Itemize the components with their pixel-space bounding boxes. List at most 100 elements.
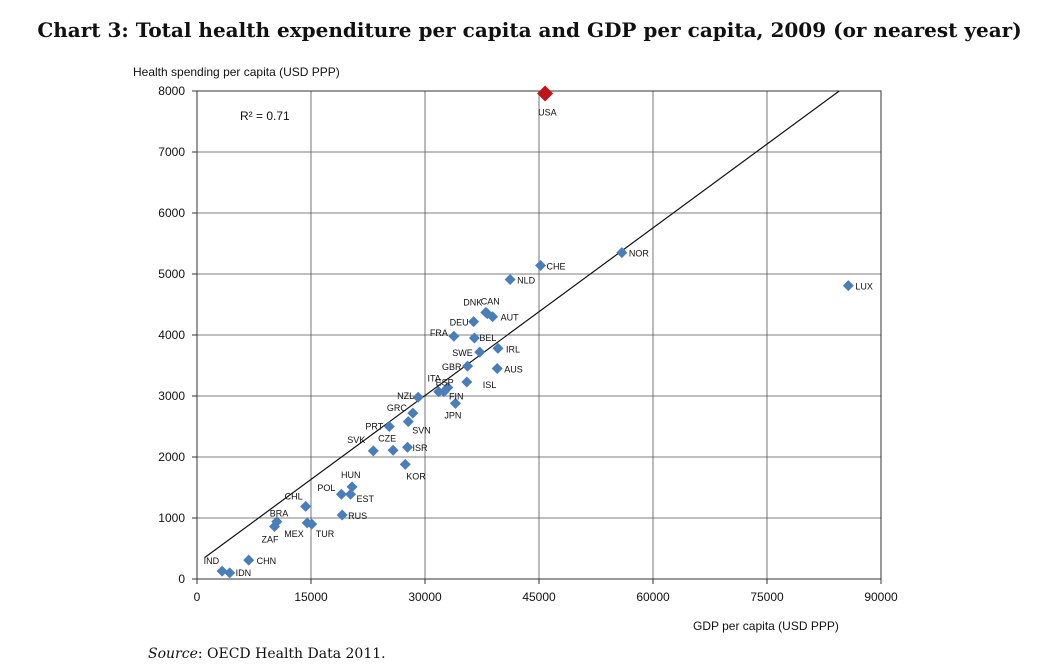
data-point-chl — [300, 500, 312, 512]
data-point-esp — [433, 386, 445, 398]
data-point-nld — [504, 273, 516, 285]
data-point-lux — [842, 280, 854, 292]
data-point-cze — [387, 444, 399, 456]
point-label-rus: RUS — [348, 511, 367, 521]
x-tick-label: 15000 — [294, 590, 328, 604]
source-text: : OECD Health Data 2011. — [197, 646, 386, 662]
point-label-ind: IND — [204, 556, 220, 566]
data-points — [216, 85, 854, 579]
data-point-fra — [448, 330, 460, 342]
point-label-irl: IRL — [506, 344, 520, 354]
point-label-esp: ESP — [436, 378, 454, 388]
data-point-hun — [346, 481, 358, 493]
data-point-che — [535, 259, 547, 271]
point-label-chn: CHN — [257, 556, 277, 566]
y-tick-label: 0 — [178, 572, 185, 586]
data-point-chn — [243, 554, 255, 566]
point-label-che: CHE — [547, 261, 566, 271]
data-point-kor — [399, 458, 411, 470]
point-label-fra: FRA — [430, 328, 448, 338]
point-label-usa: USA — [538, 107, 557, 117]
point-label-can: CAN — [481, 296, 500, 306]
point-label-nor: NOR — [629, 249, 650, 259]
source-label: Source — [148, 646, 198, 662]
point-label-bra: BRA — [270, 509, 289, 519]
point-label-aus: AUS — [504, 365, 523, 375]
data-point-isl — [461, 376, 473, 388]
data-point-swe — [474, 346, 486, 358]
point-label-swe: SWE — [452, 348, 473, 358]
source-note: Source: OECD Health Data 2011. — [148, 646, 386, 662]
point-label-nzl: NZL — [397, 391, 414, 401]
gridlines — [196, 90, 882, 580]
x-tick-label: 45000 — [522, 590, 556, 604]
point-label-tur: TUR — [316, 529, 335, 539]
data-point-idn — [224, 567, 236, 579]
point-label-prt: PRT — [365, 422, 383, 432]
plot-area-frame — [196, 90, 882, 580]
y-tick-label: 7000 — [158, 145, 185, 159]
data-point-nzl — [412, 391, 424, 403]
data-point-svn — [402, 416, 414, 428]
point-label-svn: SVN — [412, 426, 431, 436]
point-label-zaf: ZAF — [262, 535, 280, 545]
point-label-gbr: GBR — [442, 362, 462, 372]
x-tick-label: 75000 — [750, 590, 784, 604]
data-point-rus — [336, 509, 348, 521]
point-label-dnk: DNK — [463, 298, 482, 308]
x-axis-label: GDP per capita (USD PPP) — [693, 619, 839, 633]
data-point-deu — [468, 316, 480, 328]
point-label-idn: IDN — [236, 568, 252, 578]
point-label-deu: DEU — [450, 318, 469, 328]
data-point-aus — [491, 363, 503, 375]
y-tick-label: 3000 — [158, 389, 185, 403]
point-label-isl: ISL — [483, 380, 497, 390]
point-label-pol: POL — [317, 483, 335, 493]
x-tick-label: 60000 — [636, 590, 670, 604]
y-tick-label: 8000 — [158, 84, 185, 98]
data-point-svk — [367, 445, 379, 457]
data-point-grc — [407, 407, 419, 419]
point-label-cze: CZE — [378, 433, 396, 443]
y-tick-label: 4000 — [158, 328, 185, 342]
point-label-fin: FIN — [449, 392, 464, 402]
y-tick-label: 1000 — [158, 511, 185, 525]
point-label-aut: AUT — [501, 313, 520, 323]
x-tick-label: 30000 — [408, 590, 442, 604]
data-point-pol — [335, 488, 347, 500]
x-axis-ticks: 0 15000 30000 45000 60000 75000 90000 — [194, 579, 898, 604]
y-tick-label: 5000 — [158, 267, 185, 281]
point-label-svk: SVK — [347, 435, 365, 445]
data-point-ind — [216, 565, 228, 577]
y-tick-label: 2000 — [158, 450, 185, 464]
data-point-jpn — [449, 397, 461, 409]
x-tick-label: 0 — [194, 590, 201, 604]
point-label-lux: LUX — [855, 282, 873, 292]
data-point-usa — [537, 85, 554, 102]
r-squared-annotation: R² = 0.71 — [240, 109, 290, 123]
data-point-gbr — [462, 360, 474, 372]
y-axis-ticks: 0 1000 2000 3000 4000 5000 6000 7000 8000 — [158, 84, 197, 586]
point-label-nld: NLD — [517, 275, 536, 285]
data-point-tur — [306, 518, 318, 530]
data-point-prt — [383, 421, 395, 432]
point-label-hun: HUN — [341, 470, 361, 480]
trend-line — [204, 90, 840, 559]
x-tick-label: 90000 — [864, 590, 898, 604]
data-point-irl — [492, 342, 504, 354]
chart-title: Chart 3: Total health expenditure per ca… — [37, 18, 1022, 42]
point-label-jpn: JPN — [444, 410, 461, 420]
data-point-nor — [616, 247, 628, 259]
point-label-mex: MEX — [284, 529, 304, 539]
data-point-aut — [487, 311, 499, 323]
data-point-est — [345, 488, 357, 500]
y-axis-label: Health spending per capita (USD PPP) — [133, 65, 340, 79]
y-tick-label: 6000 — [158, 206, 185, 220]
data-point-bel — [468, 332, 480, 344]
point-label-chl: CHL — [285, 491, 303, 501]
point-label-kor: KOR — [406, 471, 426, 481]
data-point-zaf — [269, 521, 281, 533]
point-label-ita: ITA — [427, 373, 440, 383]
